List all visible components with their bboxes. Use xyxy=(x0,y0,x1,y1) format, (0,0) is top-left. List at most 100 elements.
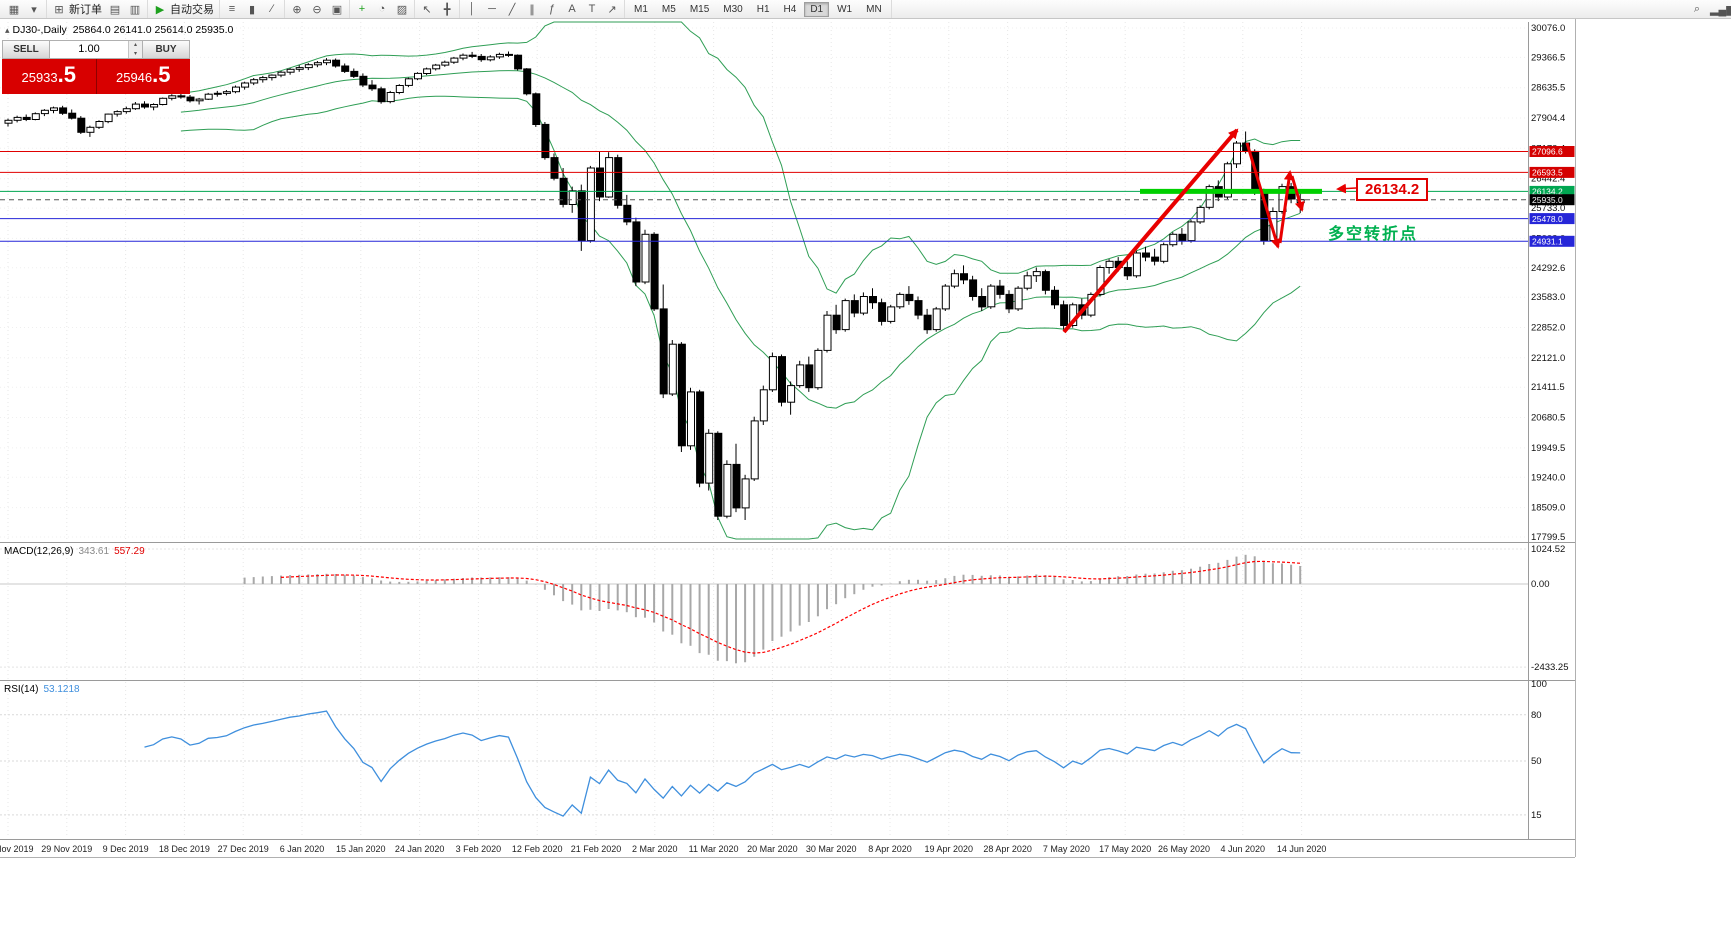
date-axis-label: 28 Apr 2020 xyxy=(983,844,1032,854)
timeframe-W1[interactable]: W1 xyxy=(837,3,853,15)
window-dropdown-button[interactable]: ▾ xyxy=(25,3,43,16)
macd-indicator-label: MACD(12,26,9) 343.61 557.29 xyxy=(4,546,145,557)
connection-button[interactable]: ▂▄▆ xyxy=(1708,3,1731,16)
market-watch-icon: ▤ xyxy=(109,3,121,16)
chart-window-button[interactable]: ▦ xyxy=(5,3,23,16)
templates-button[interactable]: ▨ xyxy=(393,3,411,16)
crosshair-button[interactable]: ╋ xyxy=(438,3,456,16)
vertical-line-button[interactable]: │ xyxy=(463,3,481,15)
date-axis-label: 24 Jan 2020 xyxy=(395,844,445,854)
price-badges: 27096.6 26593.5 26134.2 25478.0 24931.1 25935… xyxy=(1529,146,1575,247)
tile-windows-button[interactable]: ▣ xyxy=(328,3,346,16)
timeframe-MN[interactable]: MN xyxy=(866,3,882,15)
macd-axis-label: 1024.52 xyxy=(1531,544,1565,555)
lot-decrease-icon[interactable]: ▾ xyxy=(129,49,142,58)
grid-lines xyxy=(0,22,1528,838)
candlestick-chart-icon: ▮ xyxy=(248,3,256,16)
trendline-icon: ╱ xyxy=(508,3,516,16)
bar-chart-button[interactable]: ≡ xyxy=(223,3,241,15)
sell-button[interactable]: SELL xyxy=(3,41,50,58)
date-axis-label: 30 Mar 2020 xyxy=(806,844,857,854)
price-axis-label: 19240.0 xyxy=(1531,472,1565,483)
periods-button[interactable]: ◔ xyxy=(373,3,391,15)
level-price-badge: 26593.5 xyxy=(1532,168,1563,178)
trend-arrow[interactable] xyxy=(1278,170,1294,244)
new-order-label: 新订单 xyxy=(69,4,102,16)
chart-window-icon: ▦ xyxy=(8,3,20,16)
indicators-button[interactable]: + xyxy=(353,3,371,15)
price-axis-label: 23583.0 xyxy=(1531,292,1565,303)
rsi-axis-label: 50 xyxy=(1531,756,1542,767)
chart-symbol-icon: ▴ xyxy=(5,25,10,35)
zoom-out-button[interactable]: ⊖ xyxy=(308,3,326,16)
toolbar-right-group: ⌕ ▂▄▆ xyxy=(1685,0,1731,18)
lot-size-input[interactable]: 1.00 ▴ ▾ xyxy=(50,41,142,58)
pane-separators xyxy=(0,19,1576,858)
fibonacci-icon: ƒ xyxy=(548,3,556,15)
market-watch-button[interactable]: ▤ xyxy=(106,3,124,16)
text-label-button[interactable]: T xyxy=(583,3,601,15)
arrow-tools-button[interactable]: ↗ xyxy=(603,3,621,16)
timeframe-H4[interactable]: H4 xyxy=(783,3,797,15)
new-order-button[interactable]: ⊞ 新订单 xyxy=(50,1,104,17)
price-axis-label: 20680.5 xyxy=(1531,413,1565,424)
fibonacci-button[interactable]: ƒ xyxy=(543,3,561,15)
price-axis-label: 26442.4 xyxy=(1531,174,1565,185)
chart-symbol-period: DJ30-,Daily xyxy=(12,24,67,36)
price-axis-label: 25733.0 xyxy=(1531,203,1565,214)
chinese-annotation-text[interactable]: 多空转折点 xyxy=(1328,226,1419,243)
text-label-icon: T xyxy=(588,3,596,15)
rsi-name: RSI(14) xyxy=(4,684,39,695)
date-axis-label: 15 Jan 2020 xyxy=(336,844,386,854)
candlestick-chart-button[interactable]: ▮ xyxy=(243,3,261,16)
text-button[interactable]: A xyxy=(563,3,581,15)
equidistant-channel-icon: ∥ xyxy=(529,3,535,16)
price-axis-label: 22852.0 xyxy=(1531,323,1565,334)
tile-windows-icon: ▣ xyxy=(331,3,343,16)
trendline-button[interactable]: ╱ xyxy=(503,3,521,16)
price-callout-box[interactable]: 26134.2 xyxy=(1356,178,1429,201)
order-prices-row: 25933.5 25946.5 xyxy=(2,59,190,94)
timeframe-M30[interactable]: M30 xyxy=(723,3,743,15)
timeframe-H1[interactable]: H1 xyxy=(756,3,770,15)
trend-arrow[interactable] xyxy=(1062,128,1239,334)
zoom-in-button[interactable]: ⊕ xyxy=(288,3,306,16)
trend-arrows xyxy=(1062,128,1357,334)
callout-pointer-line xyxy=(1336,183,1357,194)
macd-main-value: 343.61 xyxy=(78,546,110,557)
date-axis-label: 12 Feb 2020 xyxy=(512,844,563,854)
price-axis-label: 18509.0 xyxy=(1531,503,1565,514)
horizontal-line-icon: ─ xyxy=(488,3,496,15)
templates-icon: ▨ xyxy=(396,3,408,16)
buy-price-button[interactable]: 25946.5 xyxy=(96,59,190,94)
macd-signal-value: 557.29 xyxy=(114,546,145,557)
date-axis-label: 18 Dec 2019 xyxy=(159,844,210,854)
indicators-icon: + xyxy=(358,3,366,15)
bollinger-middle-band xyxy=(180,70,1301,409)
sell-price-button[interactable]: 25933.5 xyxy=(2,59,97,94)
autotrade-button[interactable]: ▶ 自动交易 xyxy=(151,1,216,17)
buy-button[interactable]: BUY xyxy=(142,41,189,58)
timeframe-D1[interactable]: D1 xyxy=(804,1,830,17)
cursor-button[interactable]: ↖ xyxy=(418,3,436,16)
lot-size-value: 1.00 xyxy=(78,43,100,55)
trend-arrow[interactable] xyxy=(1245,142,1281,249)
timeframe-M1[interactable]: M1 xyxy=(634,3,648,15)
search-button[interactable]: ⌕ xyxy=(1688,3,1706,16)
price-axis-label: 29366.5 xyxy=(1531,52,1565,63)
equidistant-channel-button[interactable]: ∥ xyxy=(523,3,541,16)
date-axis-label: 27 Dec 2019 xyxy=(218,844,269,854)
axis-labels: 30076.029366.528635.527904.427173.426442… xyxy=(0,23,1569,854)
lot-increase-icon[interactable]: ▴ xyxy=(129,41,142,50)
horizontal-line-button[interactable]: ─ xyxy=(483,3,501,15)
navigator-button[interactable]: ▥ xyxy=(126,3,144,16)
line-chart-button[interactable]: ∕ xyxy=(263,3,281,15)
date-axis-label: 17 May 2020 xyxy=(1099,844,1151,854)
timeframe-M15[interactable]: M15 xyxy=(689,3,710,15)
trend-arrow[interactable] xyxy=(1290,175,1305,212)
rsi-pane xyxy=(0,710,1528,817)
timeframe-M5[interactable]: M5 xyxy=(661,3,676,15)
vertical-line-icon: │ xyxy=(468,3,476,15)
level-price-badge: 25478.0 xyxy=(1532,214,1563,224)
